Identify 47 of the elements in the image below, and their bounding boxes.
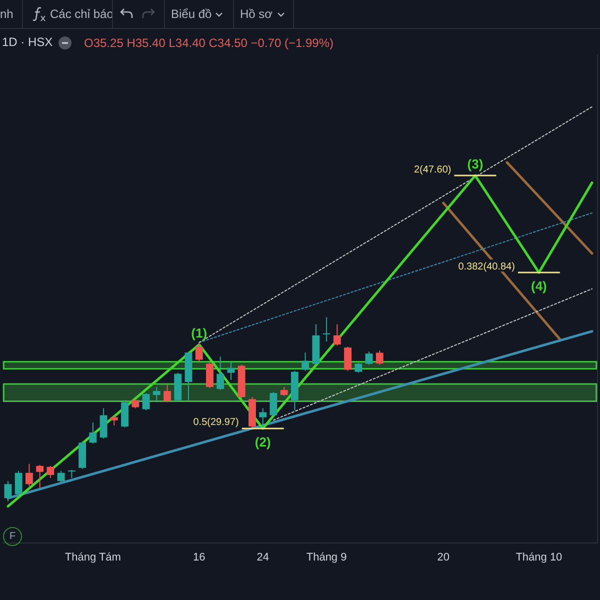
candlestick <box>365 351 373 366</box>
annotation: (1) <box>191 326 208 341</box>
candlestick <box>132 398 140 409</box>
x-tick-label: Tháng 9 <box>306 551 347 564</box>
x-tick-label: 24 <box>256 551 269 564</box>
candlestick <box>26 463 33 487</box>
candlestick <box>259 408 267 429</box>
candlestick <box>142 392 150 411</box>
x-tick-label: 16 <box>192 551 206 564</box>
x-tick-label: Tháng Tám <box>64 551 121 564</box>
candlestick <box>206 361 214 388</box>
chart-title: 1D · HSX <box>2 35 53 49</box>
text: Hồ sơ <box>240 7 273 21</box>
annotation: F <box>9 531 16 542</box>
text: Biểu đồ <box>171 7 212 21</box>
annotation: (3) <box>467 156 484 172</box>
candlestick <box>164 384 171 403</box>
candlestick <box>333 324 341 346</box>
candlestick <box>195 343 203 362</box>
candlestick <box>110 414 118 426</box>
candlestick <box>152 386 160 403</box>
ref-line-label: 0.5(29.97) <box>193 417 239 428</box>
x-tick-label: Tháng 10 <box>516 551 562 564</box>
candlestick <box>100 408 108 439</box>
candlestick <box>354 362 362 374</box>
x-tick-label: 20 <box>437 551 450 564</box>
candlestick <box>57 470 65 483</box>
candlestick <box>322 316 330 342</box>
candlestick <box>376 350 384 366</box>
candlestick <box>89 422 97 444</box>
text: O35.25 H35.40 L34.40 C34.50 −0.70 (−1.99%) <box>84 36 334 50</box>
candlestick <box>227 361 235 380</box>
candlestick <box>280 386 288 397</box>
text: nh <box>0 7 14 21</box>
candlestick <box>302 352 310 372</box>
candlestick <box>270 392 278 417</box>
candlestick <box>4 480 12 502</box>
ref-line-label: 0.382(40.84) <box>458 261 515 272</box>
candlestick <box>344 346 352 372</box>
candlestick <box>36 464 44 489</box>
circle-badge: F <box>3 527 22 546</box>
annotation: (4) <box>530 278 547 294</box>
annotation: (2) <box>254 434 271 450</box>
candlestick <box>216 356 224 391</box>
ref-line-label: 2(47.60) <box>414 164 452 176</box>
candlestick <box>46 465 54 478</box>
candlestick <box>14 470 22 497</box>
